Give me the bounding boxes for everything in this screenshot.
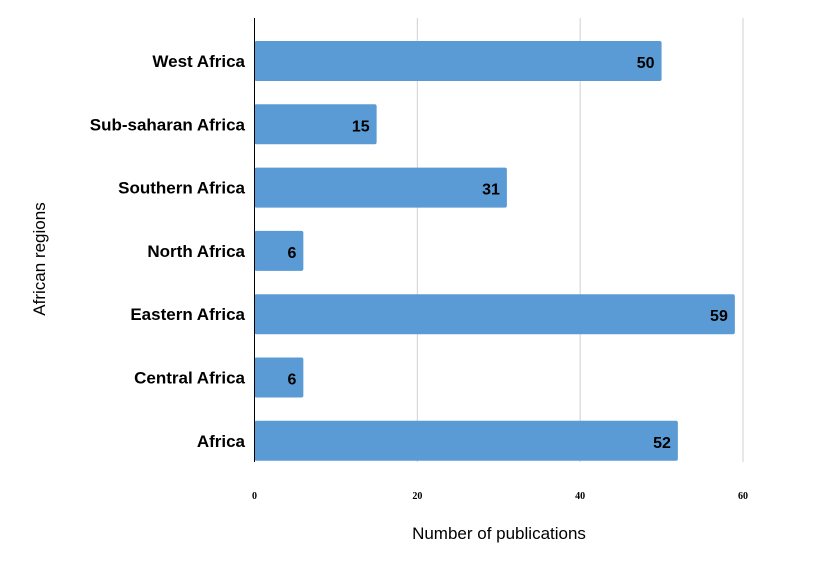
category-labels: West Africa Sub-saharan Africa Southern Af… bbox=[90, 52, 246, 451]
category-label: Southern Africa bbox=[118, 179, 245, 198]
bar-eastern-africa bbox=[254, 294, 735, 335]
data-label: 15 bbox=[352, 118, 370, 135]
bar-sub-saharan-africa bbox=[254, 104, 377, 145]
x-tick-label: 60 bbox=[738, 491, 748, 502]
category-label: Africa bbox=[197, 432, 246, 451]
data-label: 50 bbox=[637, 55, 655, 72]
bar-west-africa bbox=[254, 41, 662, 81]
category-label: Sub-saharan Africa bbox=[90, 115, 246, 134]
bars bbox=[254, 41, 735, 461]
bar-north-africa bbox=[254, 230, 304, 271]
x-tick-label: 40 bbox=[575, 491, 585, 502]
bar-africa bbox=[254, 420, 678, 461]
category-label: North Africa bbox=[147, 242, 245, 261]
data-label: 59 bbox=[710, 308, 728, 325]
data-labels: 50 15 31 6 59 6 52 bbox=[287, 55, 728, 452]
category-label: West Africa bbox=[152, 52, 245, 71]
bar-southern-africa bbox=[254, 167, 507, 208]
data-label: 31 bbox=[482, 182, 500, 199]
gridlines bbox=[416, 18, 744, 462]
x-tick-label: 0 bbox=[252, 491, 257, 502]
x-tick-label: 20 bbox=[412, 491, 422, 502]
category-label: Central Africa bbox=[134, 369, 245, 388]
data-label: 52 bbox=[653, 435, 671, 452]
data-label: 6 bbox=[287, 372, 296, 389]
bar-central-africa bbox=[254, 357, 304, 398]
data-label: 6 bbox=[287, 245, 296, 262]
x-tick-labels: 0 20 40 60 bbox=[252, 491, 748, 502]
y-axis-title: African regions bbox=[30, 202, 49, 315]
category-label: Eastern Africa bbox=[130, 305, 245, 324]
x-axis-title: Number of publications bbox=[412, 524, 586, 543]
